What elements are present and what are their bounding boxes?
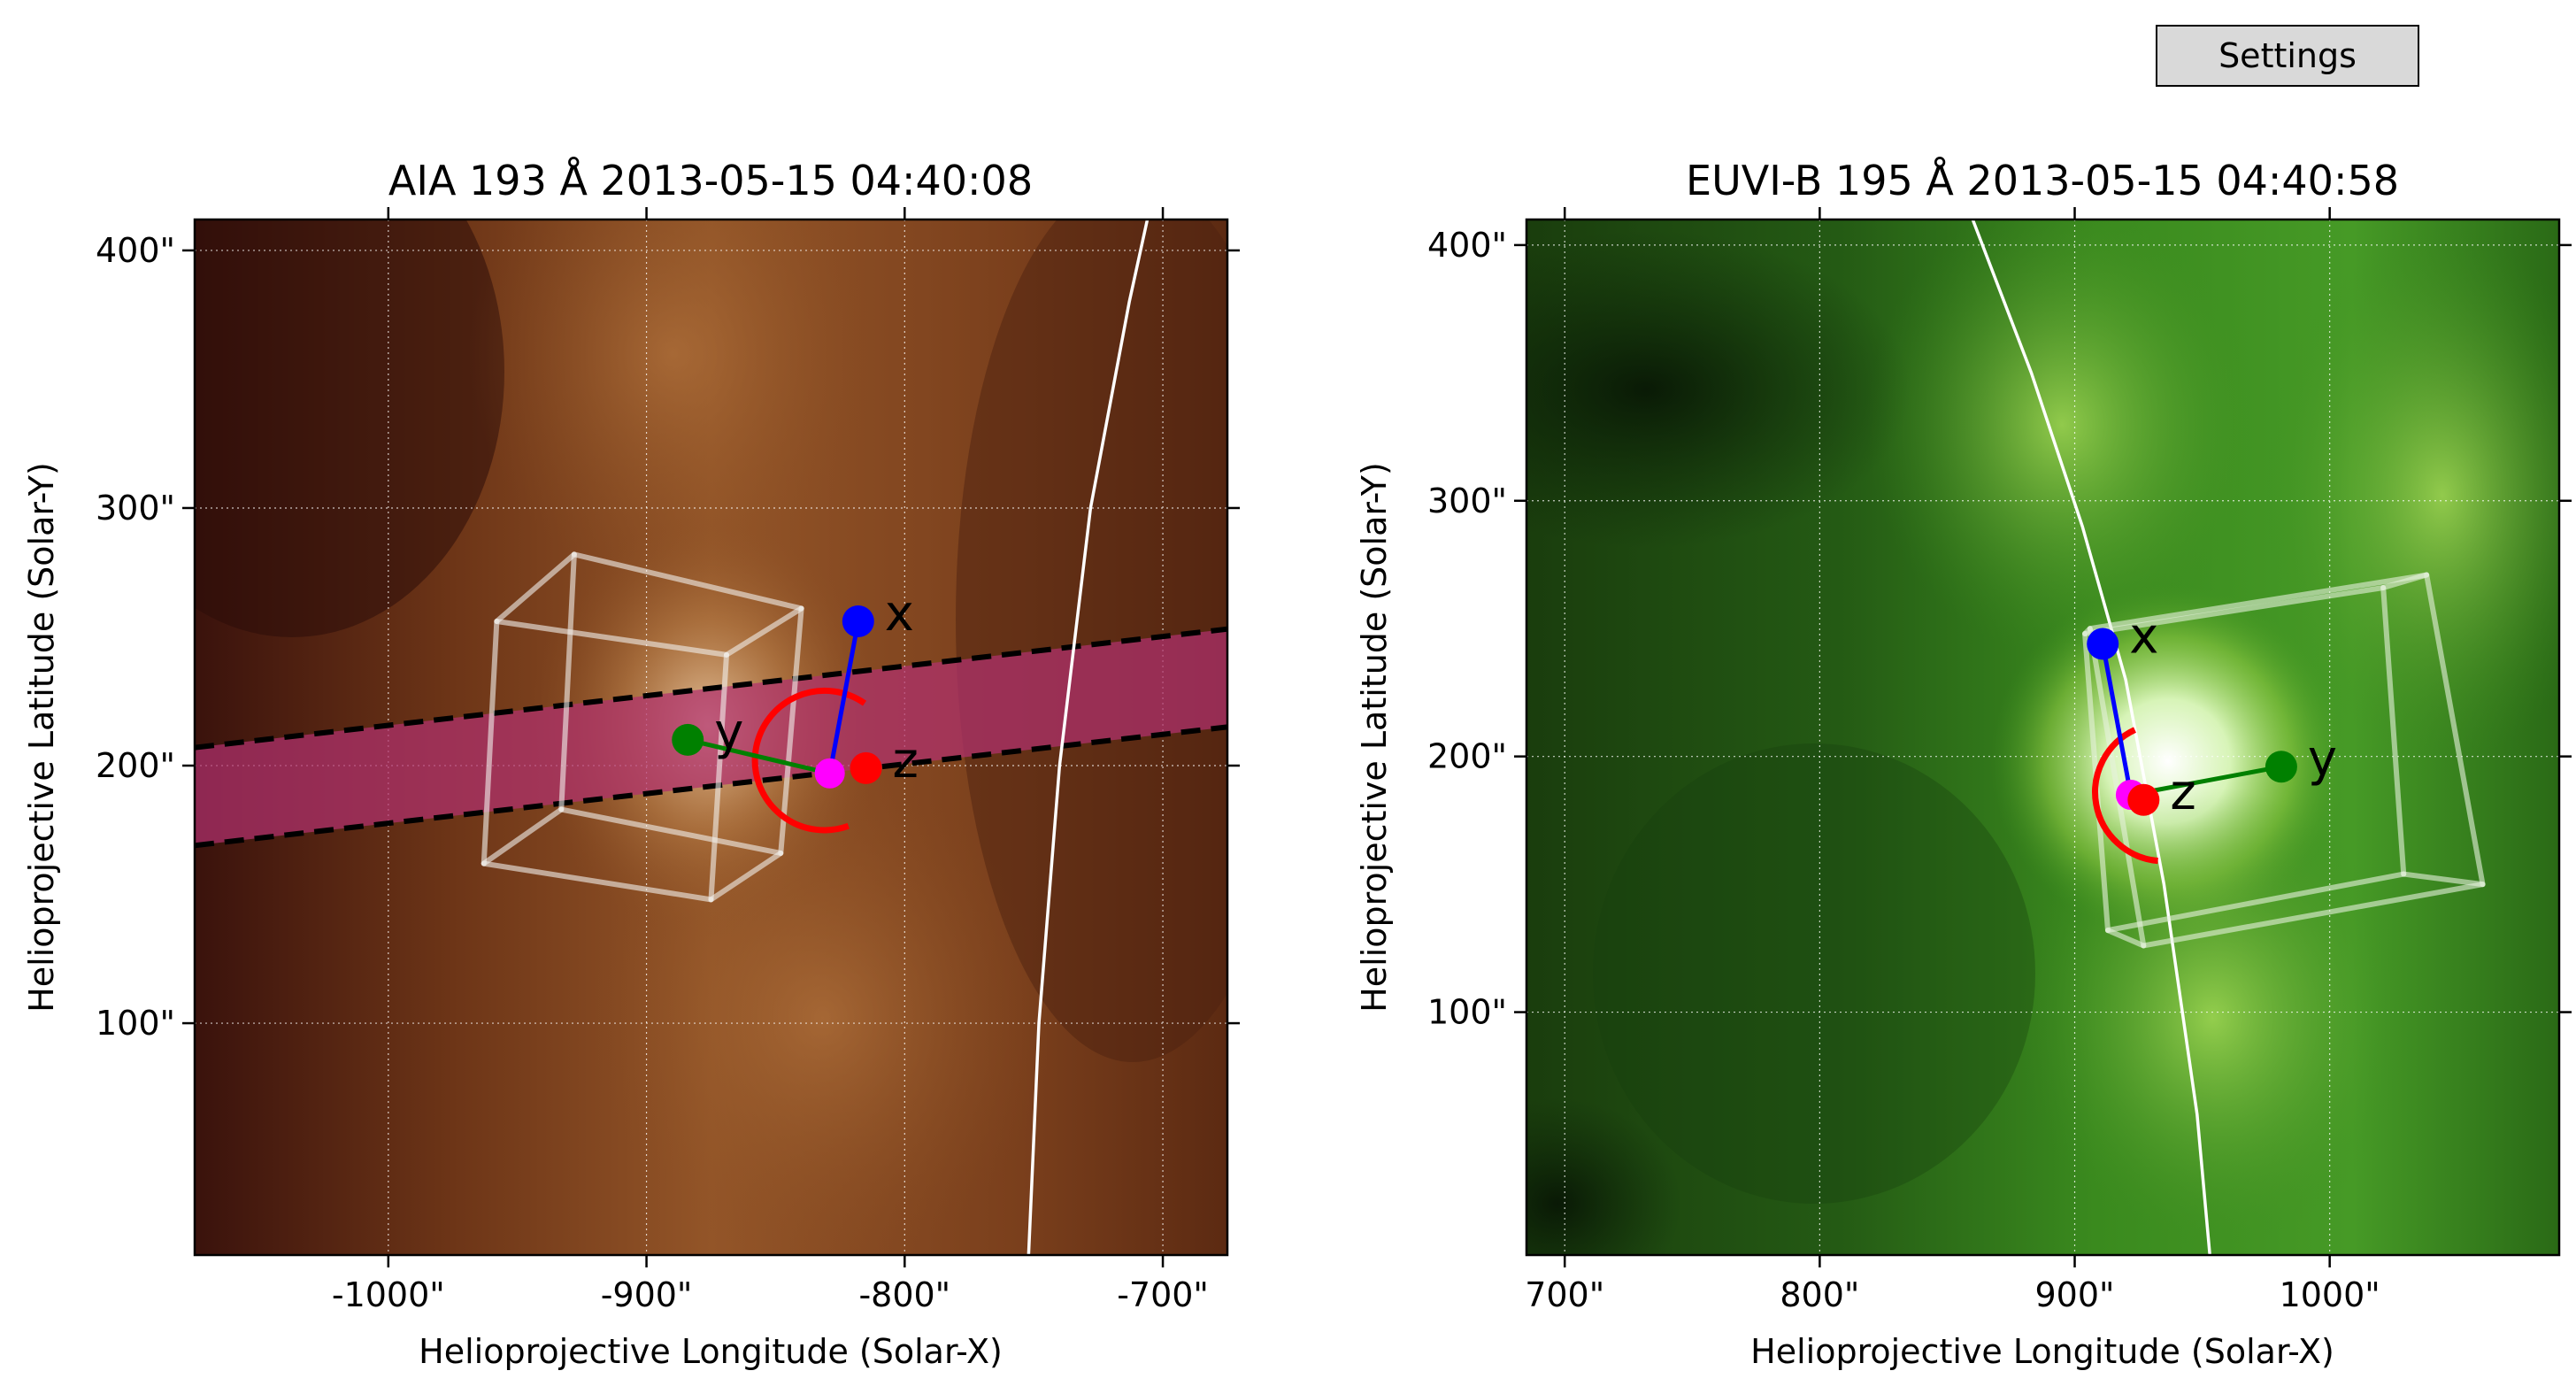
euvi-ytick-label: 300" (1427, 481, 1507, 520)
settings-button[interactable]: Settings (2156, 25, 2419, 87)
aia-xlabel: Helioprojective Longitude (Solar-X) (419, 1332, 1003, 1371)
euvi-box-edge (2087, 572, 2430, 632)
aia-box-edge (494, 551, 577, 625)
aia-ytick-label: 300" (96, 489, 175, 528)
aia-box-edge (724, 605, 804, 658)
aia-box-edge (494, 619, 730, 658)
euvi-ylabel: Helioprojective Latitude (Solar-Y) (1355, 462, 1394, 1013)
aia-axis-x-label: x (885, 585, 914, 643)
aia-title: AIA 193 Å 2013-05-15 04:40:08 (388, 157, 1033, 204)
aia-ticks: -1000" -900" -800" -700" 100" 200" 300" 400" (96, 207, 1240, 1314)
aia-axis-x-point (842, 605, 874, 638)
euvi-axis-y-label: y (2308, 730, 2337, 788)
aia-panel: x y z -1000" -900" -800" -700" 100" 200" 300" 400… (22, 157, 1240, 1371)
euvi-xtick-label: 1000" (2280, 1275, 2380, 1314)
aia-box-edge (778, 605, 804, 856)
aia-box-edge (708, 651, 730, 903)
aia-box-edge (481, 619, 500, 866)
aia-axis-x-line (827, 620, 861, 774)
aia-ytick-label: 200" (96, 746, 175, 785)
euvi-grid (1526, 219, 2559, 1255)
euvi-ytick-label: 200" (1427, 737, 1507, 776)
aia-origin-point (814, 758, 845, 789)
euvi-axis-x-point (2087, 628, 2119, 660)
euvi-axes-frame (1525, 218, 2561, 1257)
aia-axis-y-label: y (714, 704, 743, 761)
euvi-title: EUVI-B 195 Å 2013-05-15 04:40:58 (1686, 157, 2399, 204)
euvi-axis-x-line (2100, 643, 2134, 796)
euvi-box-edge (2424, 572, 2486, 888)
aia-axis-z-label: z (893, 732, 919, 789)
euvi-axis-z-point (2127, 783, 2160, 816)
euvi-xlabel: Helioprojective Longitude (Solar-X) (1750, 1332, 2334, 1371)
euvi-xtick-label: 900" (2035, 1275, 2115, 1314)
aia-slit-band (195, 628, 1227, 846)
aia-rotation-arc (751, 687, 867, 834)
aia-xtick-label: -700" (1117, 1275, 1209, 1314)
euvi-axis-z-label: z (2170, 764, 2195, 821)
euvi-box-edge (2380, 585, 2407, 877)
aia-ytick-label: 100" (96, 1004, 175, 1043)
aia-axes-frame (193, 218, 1229, 1257)
aia-box-edge (481, 860, 714, 903)
euvi-ytick-label: 100" (1427, 993, 1507, 1032)
euvi-image (1526, 219, 2559, 1255)
euvi-box-edge (2104, 871, 2407, 934)
aia-xtick-label: -900" (601, 1275, 693, 1314)
euvi-ticks: 700" 800" 900" 1000" 100" 200" 300" 400" (1427, 207, 2572, 1314)
euvi-solar-limb (1971, 219, 2211, 1255)
aia-xtick-label: -1000" (332, 1275, 445, 1314)
aia-solar-limb (1027, 219, 1150, 1255)
aia-box-edge (708, 850, 784, 903)
euvi-rotation-arc (2092, 727, 2158, 865)
euvi-box-edge (2380, 572, 2430, 590)
euvi-axis-x-label: x (2129, 608, 2158, 666)
euvi-overlays: x y z (1971, 219, 2486, 1255)
aia-overlays: x y z (195, 219, 1227, 1255)
euvi-box-edge (2082, 626, 2093, 636)
aia-axis-z-point (850, 751, 882, 784)
euvi-box-edge (2087, 626, 2147, 949)
aia-axis-y-line (687, 737, 831, 776)
euvi-xtick-label: 800" (1780, 1275, 1859, 1314)
euvi-xtick-label: 700" (1525, 1275, 1604, 1314)
euvi-box-edge (2141, 882, 2486, 949)
aia-slit-upper-edge (195, 626, 1227, 751)
euvi-panel: x y z 700" 800" 900" 1000" 100" 200" 300" 400" EU… (1355, 157, 2572, 1371)
euvi-ytick-label: 400" (1427, 226, 1507, 265)
aia-ylabel: Helioprojective Latitude (Solar-Y) (22, 462, 61, 1013)
euvi-box-edge (2104, 928, 2147, 949)
aia-box-edge (558, 551, 577, 813)
aia-box-edge (558, 806, 784, 856)
euvi-axis-y-point (2265, 751, 2297, 783)
aia-ytick-label: 400" (96, 231, 175, 270)
euvi-box-edge (2401, 871, 2486, 888)
aia-slit-lower-edge (195, 724, 1227, 849)
euvi-box-edge (2082, 585, 2387, 636)
aia-box-edge (481, 806, 565, 866)
aia-xtick-label: -800" (858, 1275, 950, 1314)
aia-box-edge (571, 551, 804, 612)
aia-axis-y-point (672, 723, 704, 756)
